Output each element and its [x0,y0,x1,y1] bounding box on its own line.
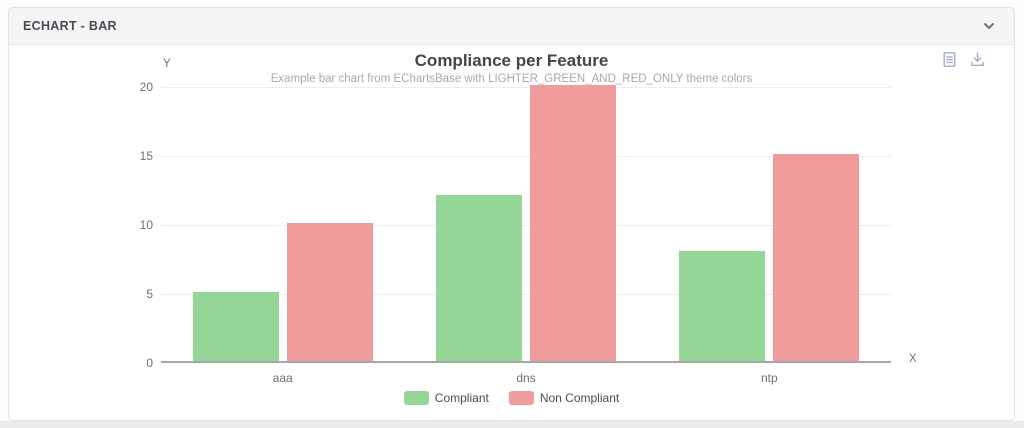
bar-compliant-dns[interactable] [436,195,522,361]
legend-swatch-non-compliant [508,391,534,405]
data-view-icon[interactable] [941,51,958,68]
legend-label: Compliant [434,391,489,405]
gridline-y-20 [161,87,891,88]
y-tick-0: 0 [146,356,153,370]
y-tick-5: 5 [146,287,153,301]
download-icon[interactable] [969,51,986,68]
y-tick-20: 20 [139,80,153,94]
bar-non-compliant-dns[interactable] [530,85,616,361]
bar-non-compliant-ntp[interactable] [773,154,860,361]
chart-subtitle: Example bar chart from EChartsBase with … [270,73,753,85]
x-category-ntp: ntp [760,371,778,385]
gridline-y-5 [161,294,891,295]
panel-title: ECHART - BAR [23,19,117,33]
chart-toolbox [941,51,986,68]
x-category-dns: dns [516,371,536,385]
bar-compliant-ntp[interactable] [679,250,766,361]
legend-label: Non Compliant [539,391,620,405]
panel-header[interactable]: ECHART - BAR [9,8,1014,45]
x-axis-name: X [909,353,917,365]
y-tick-15: 15 [139,149,153,163]
x-category-aaa: aaa [272,371,293,385]
chart-legend: Compliant Non Compliant [9,391,1014,405]
chevron-down-icon[interactable] [982,19,996,33]
gridline-y-15 [161,156,891,157]
legend-item-compliant[interactable]: Compliant [403,391,489,405]
legend-swatch-compliant [403,391,429,405]
legend-item-non-compliant[interactable]: Non Compliant [508,391,620,405]
bar-compliant-aaa[interactable] [192,292,279,361]
y-axis-name: Y [163,58,171,70]
page-bottom-strip [0,421,1024,428]
echart-bar-panel: ECHART - BAR [8,7,1015,421]
chart-title: Compliance per Feature [414,51,609,70]
bar-non-compliant-aaa[interactable] [286,223,373,361]
gridline-y-10 [161,225,891,226]
y-tick-10: 10 [139,218,153,232]
chart-container: Compliance per Feature Example bar chart… [9,45,1014,420]
